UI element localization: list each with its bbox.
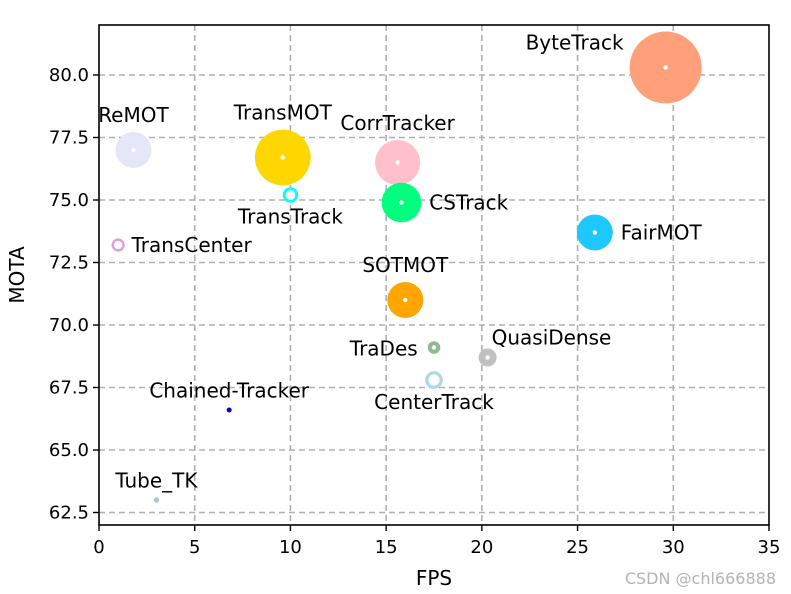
point-center-dot — [395, 160, 400, 165]
point-transcenter — [111, 238, 125, 252]
y-axis-label: MOTA — [5, 246, 29, 304]
x-tick-label: 35 — [758, 537, 781, 558]
point-centertrack — [425, 371, 443, 389]
point-center-dot — [663, 65, 668, 70]
point-label-corrtracker: CorrTracker — [340, 111, 455, 135]
point-center-dot — [431, 345, 437, 350]
y-tick-label: 80.0 — [49, 65, 89, 86]
y-tick-label: 65.0 — [49, 440, 89, 461]
axis-ticks: 0 5 10 15 20 25 30 35 62.5 65.0 67.5 70.0 72.5 75.0 77… — [49, 65, 781, 558]
y-tick-label: 72.5 — [49, 253, 89, 274]
point-center-dot — [131, 147, 136, 153]
watermark-text: CSDN @chl666888 — [625, 569, 776, 588]
point-label-transcenter: TransCenter — [131, 233, 253, 257]
x-tick-label: 20 — [470, 537, 493, 558]
point-label-transtrack: TransTrack — [237, 204, 344, 228]
x-axis-label: FPS — [416, 566, 452, 590]
point-chained-tracker — [226, 407, 232, 413]
point-label-cstrack: CSTrack — [429, 191, 508, 215]
x-tick-label: 10 — [279, 537, 302, 558]
data-points — [111, 31, 702, 503]
point-labels: ByteTrack ReMOT TransMOT CorrTracker TransTr… — [98, 31, 702, 493]
x-tick-label: 30 — [662, 537, 685, 558]
point-tube-tk — [153, 497, 160, 503]
point-label-fairmot: FairMOT — [621, 221, 703, 245]
point-center-dot — [485, 355, 490, 360]
point-label-sotmot: SOTMOT — [362, 253, 449, 277]
point-label-centertrack: CenterTrack — [374, 390, 494, 414]
point-label-chained-tracker: Chained-Tracker — [149, 379, 309, 403]
point-label-quasidense: QuasiDense — [492, 326, 612, 350]
x-tick-label: 25 — [566, 537, 589, 558]
x-tick-label: 0 — [93, 537, 104, 558]
y-tick-label: 70.0 — [49, 315, 89, 336]
point-label-bytetrack: ByteTrack — [526, 31, 624, 55]
y-tick-label: 77.5 — [49, 128, 89, 149]
point-label-trades: TraDes — [349, 337, 418, 361]
point-center-dot — [280, 155, 285, 160]
x-tick-label: 15 — [375, 537, 398, 558]
x-tick-label: 5 — [189, 537, 200, 558]
grid-lines — [99, 25, 769, 525]
y-tick-label: 67.5 — [49, 378, 89, 399]
point-transtrack — [282, 187, 299, 203]
point-center-dot — [403, 297, 408, 303]
point-label-tube-tk: Tube_TK — [114, 468, 198, 492]
point-center-dot — [592, 230, 597, 235]
y-tick-label: 62.5 — [49, 503, 89, 524]
point-center-dot — [399, 200, 404, 205]
point-label-transmot: TransMOT — [233, 101, 333, 125]
point-label-remot: ReMOT — [98, 103, 169, 127]
plot-area-frame — [98, 24, 770, 526]
y-tick-label: 75.0 — [49, 190, 89, 211]
